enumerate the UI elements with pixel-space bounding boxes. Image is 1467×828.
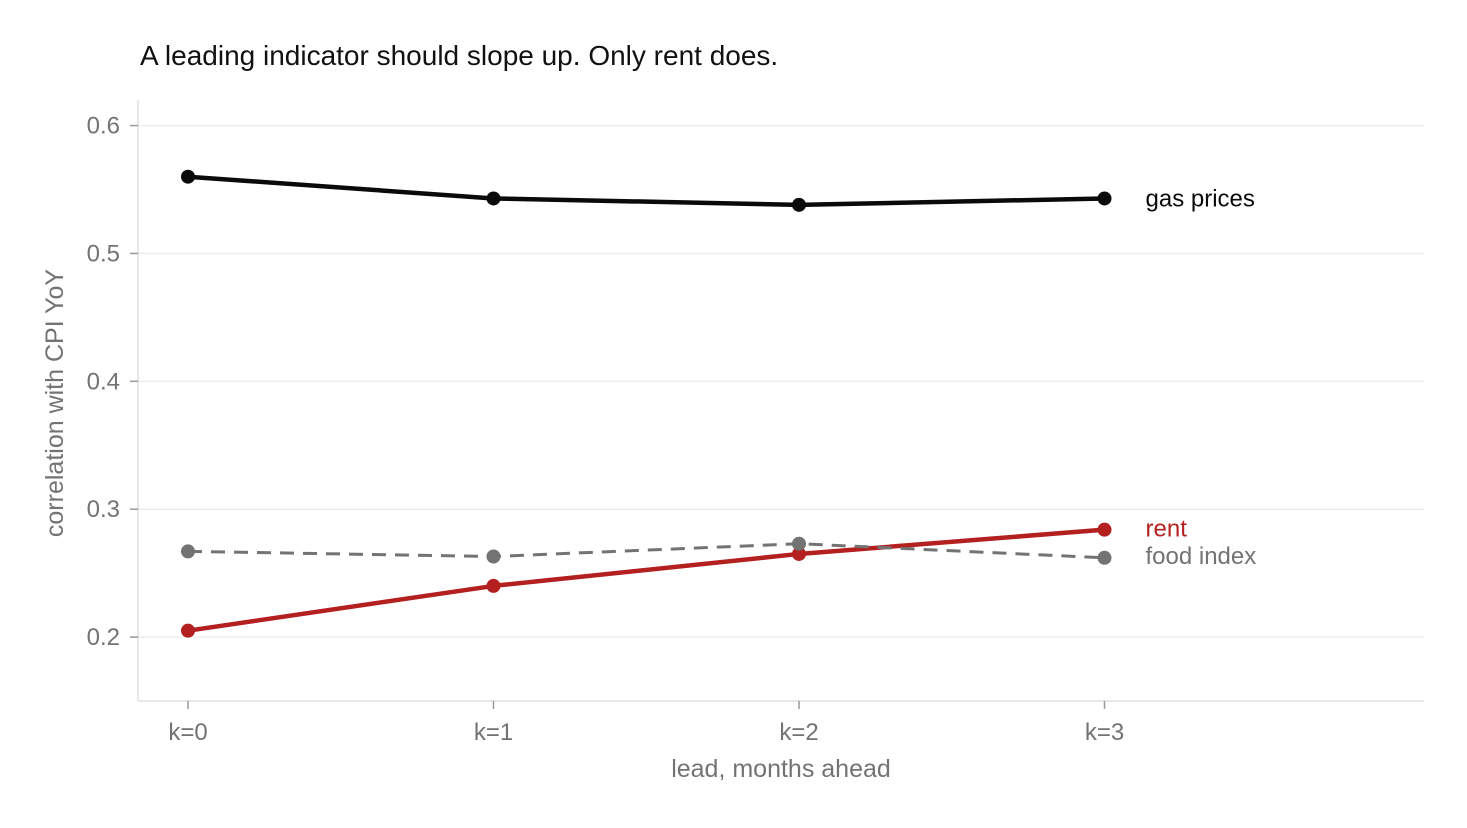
series-line bbox=[187, 527, 1105, 633]
data-point bbox=[1097, 550, 1112, 565]
data-point bbox=[1097, 522, 1112, 537]
data-point bbox=[486, 191, 501, 206]
y-tick-label: 0.2 bbox=[87, 624, 120, 651]
data-point bbox=[486, 578, 501, 593]
axes bbox=[137, 100, 1424, 702]
data-point bbox=[792, 197, 806, 212]
series-food-index: food index bbox=[181, 536, 1257, 570]
series-line bbox=[187, 174, 1105, 208]
data-point bbox=[1097, 191, 1112, 206]
data-point bbox=[792, 536, 806, 551]
data-point bbox=[792, 546, 806, 561]
x-tick-label: k=2 bbox=[779, 719, 818, 746]
series-line bbox=[187, 542, 1105, 560]
data-point bbox=[486, 549, 501, 564]
x-tick-label: k=0 bbox=[168, 719, 207, 746]
x-ticks: k=0 k=1 k=2 k=3 bbox=[168, 701, 1124, 746]
x-axis-label: lead, months ahead bbox=[671, 755, 891, 783]
x-tick-label: k=1 bbox=[474, 719, 513, 746]
y-axis-label: correlation with CPI YoY bbox=[41, 269, 69, 538]
series-label: food index bbox=[1146, 543, 1257, 570]
series-label: rent bbox=[1146, 516, 1188, 543]
series-label: gas prices bbox=[1146, 185, 1255, 212]
y-tick-label: 0.4 bbox=[87, 368, 120, 395]
chart-title: A leading indicator should slope up. Onl… bbox=[140, 40, 778, 71]
data-point bbox=[181, 544, 195, 559]
data-point bbox=[181, 169, 195, 184]
series-rent: rent bbox=[181, 516, 1187, 638]
y-tick-label: 0.3 bbox=[87, 496, 120, 523]
data-point bbox=[181, 623, 195, 638]
y-ticks: 0.2 0.3 0.4 0.5 0.6 bbox=[87, 113, 138, 651]
y-tick-label: 0.5 bbox=[87, 240, 120, 267]
series-gas-prices: gas prices bbox=[181, 169, 1255, 212]
x-tick-label: k=3 bbox=[1085, 719, 1124, 746]
gridlines bbox=[138, 124, 1424, 638]
y-tick-label: 0.6 bbox=[87, 113, 120, 140]
